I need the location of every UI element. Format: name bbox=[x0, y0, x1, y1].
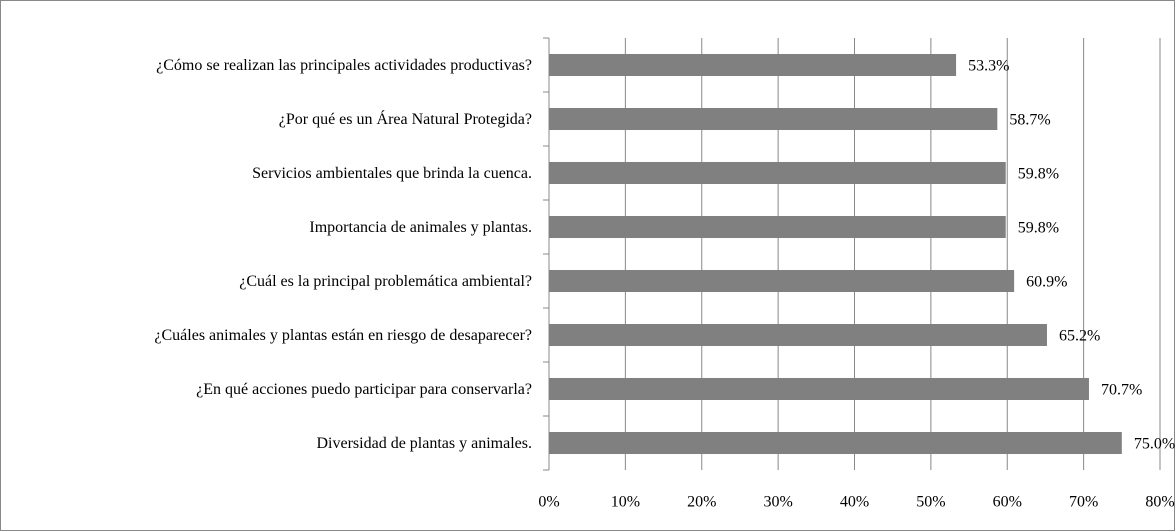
x-tick-label: 40% bbox=[840, 494, 869, 511]
data-label: 59.8% bbox=[1018, 220, 1059, 237]
category-label-box: Diversidad de plantas y animales. bbox=[317, 416, 533, 470]
x-tick-label: 20% bbox=[687, 494, 716, 511]
data-label: 60.9% bbox=[1026, 274, 1067, 291]
y-tick-label: Servicios ambientales que brinda la cuen… bbox=[252, 164, 532, 182]
data-label: 75.0% bbox=[1134, 436, 1175, 453]
y-tick-label: ¿Cómo se realizan las principales activi… bbox=[156, 56, 532, 74]
y-tick-label: Importancia de animales y plantas. bbox=[309, 218, 532, 236]
data-label: 58.7% bbox=[1009, 112, 1050, 129]
x-tick-label: 70% bbox=[1069, 494, 1098, 511]
category-label-box: ¿Cómo se realizan las principales activi… bbox=[156, 38, 532, 92]
data-label: 70.7% bbox=[1101, 382, 1142, 399]
y-tick-label: ¿Cuáles animales y plantas están en ries… bbox=[154, 326, 532, 344]
bar bbox=[549, 108, 998, 130]
category-label-box: ¿Cuál es la principal problemática ambie… bbox=[239, 254, 532, 308]
category-label-box: ¿En qué acciones puedo participar para c… bbox=[196, 362, 532, 416]
category-label-box: Servicios ambientales que brinda la cuen… bbox=[252, 146, 532, 200]
y-tick-label: Diversidad de plantas y animales. bbox=[316, 434, 533, 452]
bar bbox=[549, 162, 1006, 184]
x-tick-label: 10% bbox=[611, 494, 640, 511]
bar bbox=[549, 270, 1015, 292]
data-label: 59.8% bbox=[1018, 166, 1059, 183]
x-tick-label: 30% bbox=[763, 494, 792, 511]
category-label-box: Importancia de animales y plantas. bbox=[309, 200, 532, 254]
y-tick-label: ¿Cuál es la principal problemática ambie… bbox=[239, 272, 532, 290]
bar bbox=[549, 432, 1122, 454]
x-tick-label: 60% bbox=[993, 494, 1022, 511]
bar bbox=[549, 216, 1006, 238]
y-tick-label: ¿Por qué es un Área Natural Protegida? bbox=[278, 110, 532, 128]
category-label-box: ¿Por qué es un Área Natural Protegida? bbox=[279, 92, 532, 146]
bar bbox=[549, 378, 1089, 400]
y-tick-label: ¿En qué acciones puedo participar para c… bbox=[196, 380, 532, 398]
bar bbox=[549, 54, 957, 76]
bar bbox=[549, 324, 1047, 346]
x-tick-label: 0% bbox=[538, 494, 559, 511]
category-label-box: ¿Cuáles animales y plantas están en ries… bbox=[154, 308, 532, 362]
x-tick-label: 50% bbox=[916, 494, 945, 511]
x-tick-label: 80% bbox=[1145, 494, 1174, 511]
data-label: 53.3% bbox=[968, 58, 1009, 75]
data-label: 65.2% bbox=[1059, 328, 1100, 345]
